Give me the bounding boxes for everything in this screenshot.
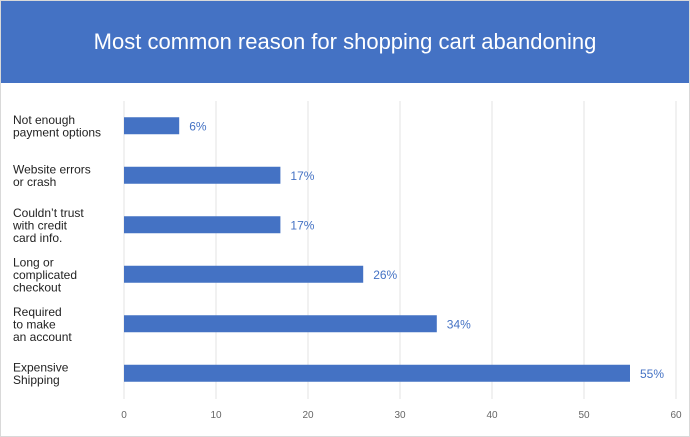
category-label-line: to make — [13, 317, 56, 331]
x-axis-ticks: 0 10 20 30 40 50 60 — [121, 410, 682, 421]
category-label-line: Not enough — [13, 113, 75, 127]
value-label: 55% — [640, 367, 664, 381]
value-label: 17% — [290, 218, 314, 232]
gridlines — [123, 101, 677, 399]
x-tick-label: 20 — [302, 410, 314, 421]
category-label: Website errors or crash — [13, 163, 91, 190]
bar — [124, 117, 180, 135]
bars — [124, 117, 630, 382]
value-label: 34% — [447, 317, 471, 331]
category-label-line: Website errors — [13, 163, 91, 177]
bar — [124, 364, 630, 382]
category-labels: Not enough payment options Website errors o… — [12, 113, 101, 387]
category-label-line: checkout — [13, 280, 62, 294]
category-label-line: complicated — [13, 268, 77, 282]
category-label: Expensive Shipping — [13, 361, 69, 388]
bar — [124, 216, 281, 234]
category-label-line: Couldn’t trust — [13, 206, 84, 220]
category-label-line: payment options — [13, 126, 101, 140]
x-tick-label: 30 — [394, 410, 406, 421]
category-label-line: an account — [13, 330, 72, 344]
x-tick-label: 40 — [486, 410, 498, 421]
category-label-line: Expensive — [13, 361, 69, 375]
value-label: 6% — [189, 119, 207, 133]
value-labels: 6% 17% 17% 26% 34% 55% — [189, 119, 664, 381]
category-label-line: Required — [13, 305, 62, 319]
value-label: 17% — [290, 169, 314, 183]
x-tick-label: 0 — [121, 410, 127, 421]
bar — [124, 166, 281, 184]
category-label-line: or crash — [13, 175, 56, 189]
title-banner: Most common reason for shopping cart aba… — [1, 1, 689, 83]
value-label: 26% — [373, 268, 397, 282]
x-tick-label: 50 — [578, 410, 590, 421]
x-tick-label: 10 — [210, 410, 222, 421]
category-label-line: Long or — [13, 255, 54, 269]
category-label-line: Shipping — [13, 373, 60, 387]
bar — [124, 315, 437, 333]
category-label-line: card info. — [13, 231, 62, 245]
category-label: Required to make an account — [13, 305, 72, 344]
bar — [124, 265, 364, 283]
category-label-line: with credit — [12, 218, 68, 232]
category-label: Long or complicated checkout — [13, 255, 77, 294]
x-tick-label: 60 — [670, 410, 682, 421]
category-label: Couldn’t trust with credit card info. — [12, 206, 84, 245]
chart-title: Most common reason for shopping cart aba… — [93, 29, 597, 54]
category-label: Not enough payment options — [13, 113, 101, 140]
